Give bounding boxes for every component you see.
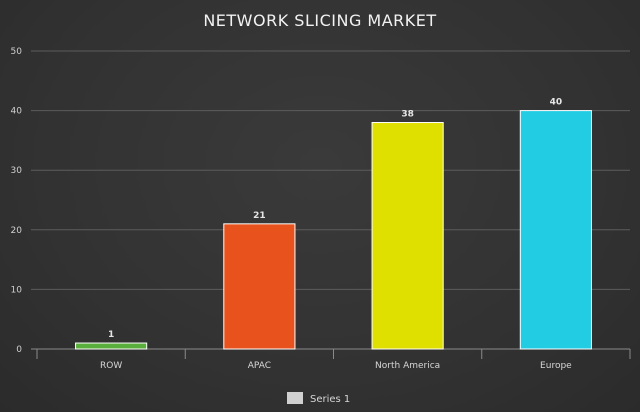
labels: 0 10 20 30 40 50 1 ROW 21 APAC 38 North America 40 Eu… [11,47,573,371]
legend[interactable]: Series 1 [287,392,350,405]
bar-row[interactable] [75,342,148,350]
y-tick-label-40: 40 [11,107,23,117]
bar-europe[interactable] [519,110,592,350]
x-category-label-2: North America [375,361,440,371]
x-category-label-1: APAC [248,361,271,371]
legend-label[interactable]: Series 1 [310,394,350,405]
legend-swatch[interactable] [287,392,303,404]
y-tick-label-10: 10 [11,285,23,295]
data-label-2: 38 [401,110,414,120]
data-label-3: 40 [550,98,563,108]
y-tick-label-20: 20 [11,226,23,236]
y-tick-label-50: 50 [11,47,23,57]
x-category-label-0: ROW [100,361,122,371]
bar-apac[interactable] [223,223,296,350]
y-tick-label-0: 0 [16,345,22,355]
data-label-0: 1 [108,330,114,340]
chart-title: NETWORK SLICING MARKET [203,11,436,30]
x-category-label-3: Europe [540,361,572,371]
axes [31,348,631,359]
bars [75,110,592,350]
data-label-1: 21 [253,211,266,221]
y-tick-label-30: 30 [11,166,23,176]
bar-north-america[interactable] [371,122,444,350]
